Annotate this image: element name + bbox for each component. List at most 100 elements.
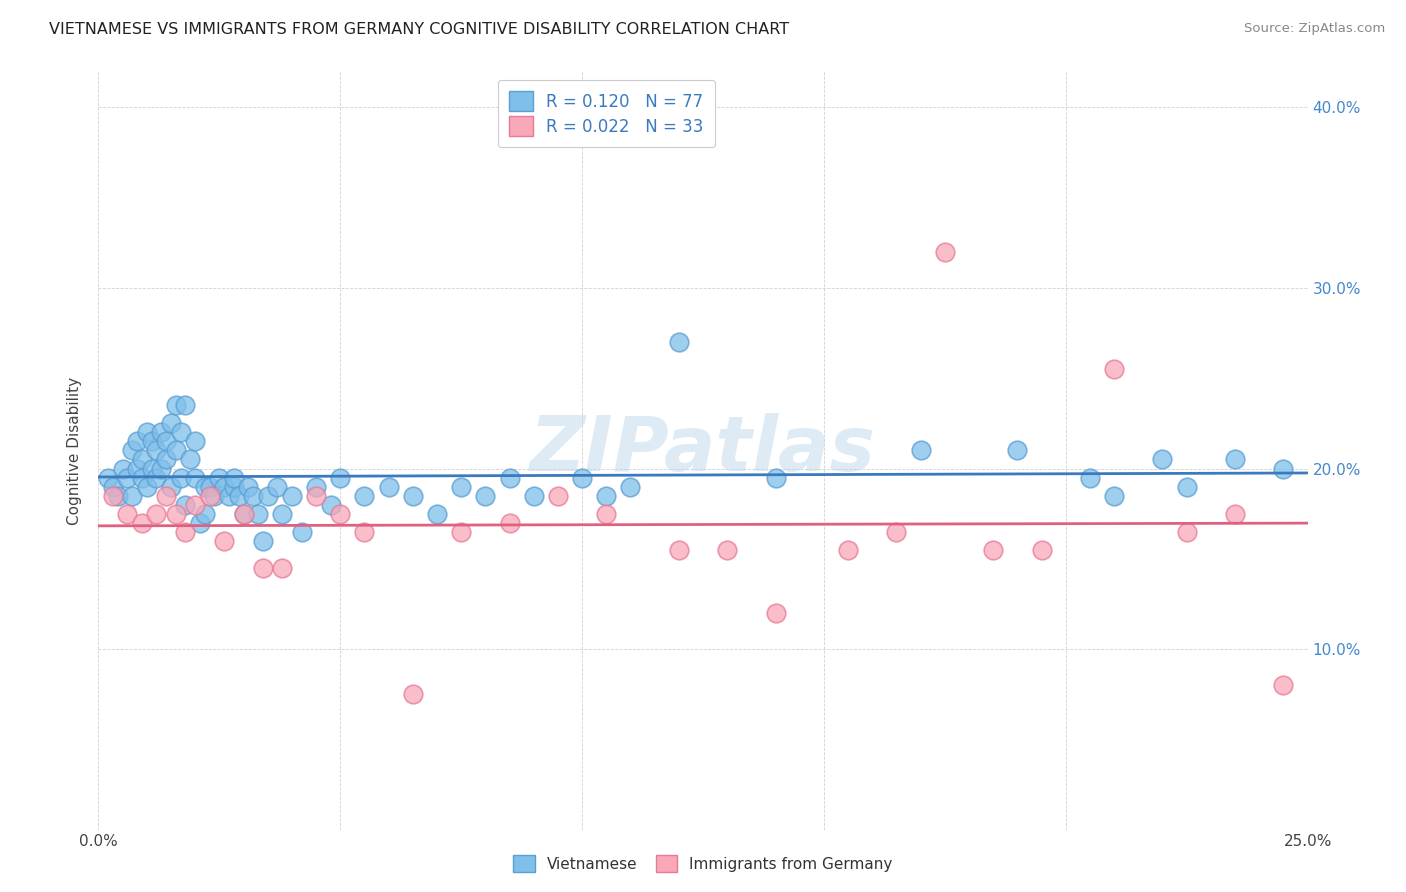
Point xyxy=(194,507,217,521)
Point xyxy=(121,489,143,503)
Point xyxy=(450,479,472,493)
Point xyxy=(145,507,167,521)
Point xyxy=(1223,507,1246,521)
Point xyxy=(668,542,690,557)
Point xyxy=(1175,479,1198,493)
Text: VIETNAMESE VS IMMIGRANTS FROM GERMANY COGNITIVE DISABILITY CORRELATION CHART: VIETNAMESE VS IMMIGRANTS FROM GERMANY CO… xyxy=(49,22,789,37)
Point xyxy=(169,470,191,484)
Point xyxy=(1102,362,1125,376)
Point xyxy=(595,489,617,503)
Point xyxy=(194,479,217,493)
Point xyxy=(450,524,472,539)
Text: ZIPatlas: ZIPatlas xyxy=(530,414,876,487)
Legend: R = 0.120   N = 77, R = 0.022   N = 33: R = 0.120 N = 77, R = 0.022 N = 33 xyxy=(498,79,716,147)
Point xyxy=(131,452,153,467)
Point xyxy=(305,479,328,493)
Point xyxy=(329,470,352,484)
Point xyxy=(498,470,520,484)
Point xyxy=(353,489,375,503)
Point xyxy=(184,434,207,449)
Point xyxy=(101,489,124,503)
Point xyxy=(1007,443,1029,458)
Point xyxy=(160,479,183,493)
Point xyxy=(232,507,254,521)
Point xyxy=(271,507,294,521)
Point xyxy=(290,524,312,539)
Point xyxy=(837,542,859,557)
Point xyxy=(198,489,221,503)
Point xyxy=(1102,489,1125,503)
Point xyxy=(402,489,425,503)
Legend: Vietnamese, Immigrants from Germany: Vietnamese, Immigrants from Germany xyxy=(506,847,900,880)
Point xyxy=(222,470,245,484)
Point xyxy=(1175,524,1198,539)
Point xyxy=(174,524,197,539)
Point xyxy=(402,687,425,701)
Point xyxy=(117,470,139,484)
Point xyxy=(155,452,177,467)
Point xyxy=(141,434,163,449)
Point xyxy=(765,606,787,620)
Point xyxy=(150,425,173,440)
Point xyxy=(474,489,496,503)
Point xyxy=(174,398,197,412)
Point xyxy=(981,542,1004,557)
Point xyxy=(252,533,274,548)
Point xyxy=(329,507,352,521)
Point xyxy=(1152,452,1174,467)
Point xyxy=(1031,542,1053,557)
Point xyxy=(155,434,177,449)
Point xyxy=(127,461,149,475)
Point xyxy=(174,498,197,512)
Point xyxy=(97,470,120,484)
Point xyxy=(212,533,235,548)
Point xyxy=(155,489,177,503)
Point xyxy=(252,561,274,575)
Point xyxy=(184,470,207,484)
Point xyxy=(184,498,207,512)
Point xyxy=(247,507,270,521)
Point xyxy=(204,489,226,503)
Point xyxy=(547,489,569,503)
Point xyxy=(135,425,157,440)
Point xyxy=(571,470,593,484)
Point xyxy=(1078,470,1101,484)
Point xyxy=(165,443,187,458)
Point xyxy=(228,489,250,503)
Point xyxy=(305,489,328,503)
Point xyxy=(377,479,399,493)
Point xyxy=(1272,461,1295,475)
Point xyxy=(232,507,254,521)
Y-axis label: Cognitive Disability: Cognitive Disability xyxy=(67,376,83,524)
Point xyxy=(188,516,211,530)
Point xyxy=(353,524,375,539)
Point xyxy=(101,479,124,493)
Point xyxy=(135,479,157,493)
Point xyxy=(141,461,163,475)
Point xyxy=(1272,678,1295,692)
Point xyxy=(222,479,245,493)
Point xyxy=(218,489,240,503)
Point xyxy=(208,470,231,484)
Point xyxy=(765,470,787,484)
Point xyxy=(198,479,221,493)
Point xyxy=(886,524,908,539)
Point xyxy=(934,244,956,259)
Point xyxy=(523,489,546,503)
Point xyxy=(131,470,153,484)
Point xyxy=(111,461,134,475)
Point xyxy=(121,443,143,458)
Point xyxy=(1223,452,1246,467)
Point xyxy=(242,489,264,503)
Point xyxy=(145,443,167,458)
Point xyxy=(256,489,278,503)
Point xyxy=(716,542,738,557)
Point xyxy=(668,335,690,350)
Point xyxy=(281,489,304,503)
Point xyxy=(498,516,520,530)
Point xyxy=(426,507,449,521)
Point xyxy=(145,470,167,484)
Point xyxy=(107,489,129,503)
Point xyxy=(619,479,641,493)
Point xyxy=(238,479,260,493)
